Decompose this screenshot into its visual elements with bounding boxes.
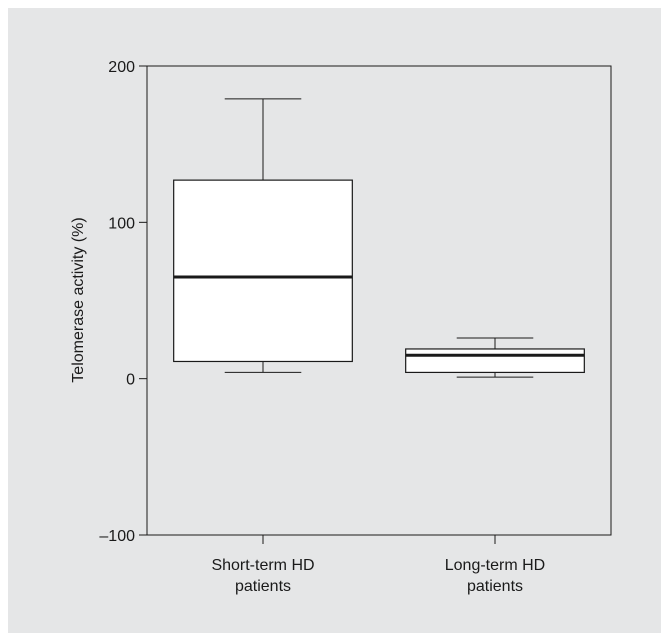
box-iqr — [405, 348, 585, 374]
y-tick-label: 200 — [108, 59, 135, 76]
y-tick-label: 0 — [126, 372, 135, 389]
y-tick-label: –100 — [99, 528, 135, 545]
x-tick-label: Long-term HD patients — [445, 557, 545, 595]
x-tick-label: Short-term HD patients — [211, 557, 314, 595]
box-series — [173, 98, 353, 373]
box-iqr — [173, 179, 353, 363]
box-series — [405, 337, 585, 378]
plot-area-frame — [146, 65, 612, 536]
y-tick-label: 100 — [108, 215, 135, 232]
y-axis-label: Telomerase activity (%) — [70, 217, 87, 382]
